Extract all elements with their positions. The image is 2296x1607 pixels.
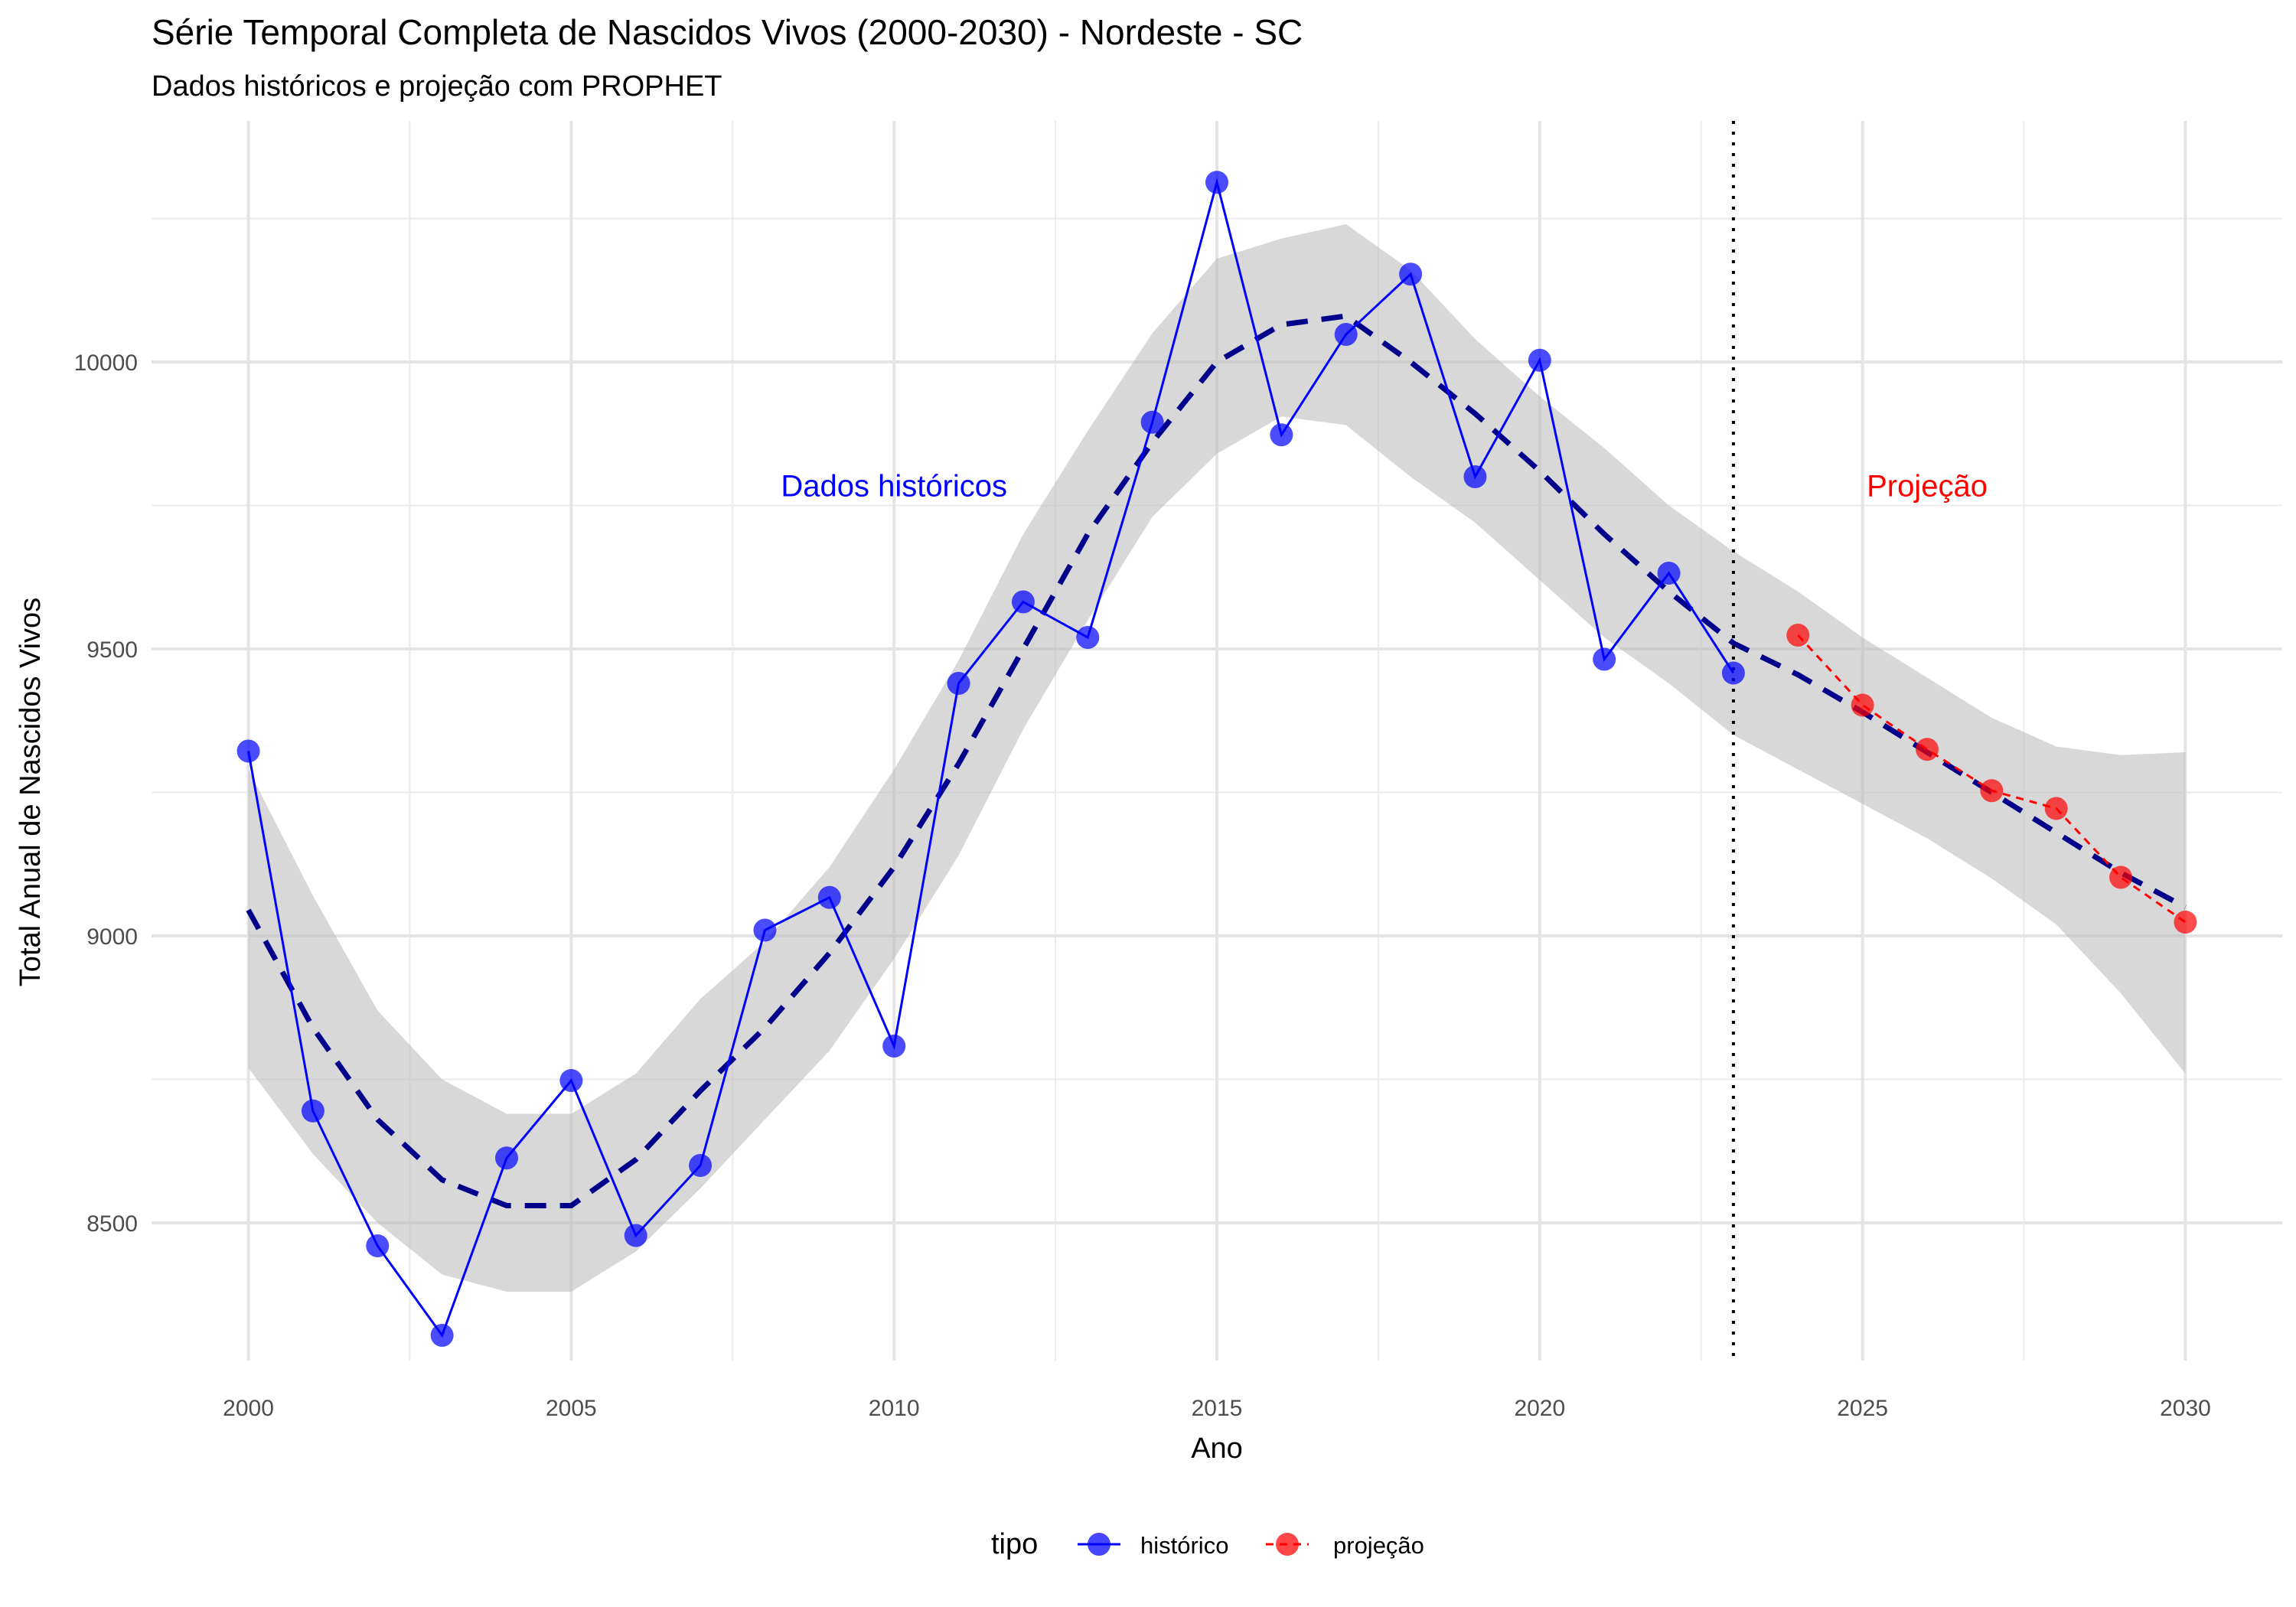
data-point-historico [366, 1234, 390, 1257]
data-point-historico [1334, 323, 1358, 346]
legend-key-point-historico [1088, 1533, 1110, 1556]
data-point-historico [1593, 647, 1616, 671]
data-point-historico [1528, 348, 1551, 372]
data-point-historico [1076, 626, 1100, 649]
confidence-band [248, 224, 2186, 1292]
annotation-label: Projeção [1867, 469, 1988, 503]
data-point-historico [947, 672, 970, 695]
series-group [236, 171, 2197, 1347]
x-axis-label: Ano [1191, 1433, 1243, 1465]
x-tick-label: 2025 [1837, 1396, 1888, 1421]
annotation-label: Dados históricos [781, 469, 1007, 503]
x-tick-labels: 2000 2005 2010 2015 2020 2025 2030 [223, 1396, 2211, 1421]
legend-label-projecao: projeção [1333, 1532, 1424, 1559]
data-point-historico [1657, 562, 1681, 585]
x-tick-label: 2000 [223, 1396, 274, 1421]
data-point-historico [559, 1069, 583, 1092]
series-line-historico [247, 178, 1735, 1338]
legend-key-point-projecao [1276, 1533, 1299, 1556]
data-point-historico [1463, 465, 1487, 488]
y-tick-label: 9500 [86, 637, 138, 663]
data-point-historico [1399, 262, 1423, 286]
data-point-historico [301, 1099, 325, 1123]
data-point-historico [1205, 171, 1228, 194]
data-point-historico [1270, 423, 1293, 447]
data-point-projecao [2174, 911, 2197, 934]
data-point-historico [1721, 661, 1745, 685]
annotations: Dados históricos Projeção [781, 469, 1988, 503]
grid [152, 121, 2282, 1361]
legend: tipo histórico projeção [991, 1528, 1424, 1560]
data-point-historico [495, 1146, 518, 1170]
legend-item-historico: histórico [1078, 1532, 1228, 1559]
data-point-historico [1011, 590, 1035, 614]
x-tick-label: 2020 [1514, 1396, 1565, 1421]
confidence-band-area [248, 224, 2186, 1292]
data-point-projecao [1786, 624, 1810, 647]
data-point-historico [624, 1224, 647, 1247]
legend-title: tipo [991, 1528, 1038, 1560]
data-point-historico [430, 1324, 454, 1347]
legend-label-historico: histórico [1140, 1532, 1228, 1559]
y-tick-label: 8500 [86, 1211, 138, 1237]
legend-item-projecao: projeção [1266, 1532, 1424, 1559]
x-tick-label: 2005 [546, 1396, 597, 1421]
data-point-historico [689, 1154, 713, 1177]
data-point-projecao [1916, 738, 1939, 761]
y-tick-label: 10000 [74, 350, 138, 376]
data-point-historico [236, 739, 260, 763]
y-tick-labels: 8500 9000 9500 10000 [74, 350, 138, 1237]
data-point-historico [1140, 410, 1164, 434]
data-point-projecao [1851, 693, 1874, 717]
y-tick-label: 9000 [86, 924, 138, 950]
data-point-historico [882, 1035, 906, 1058]
x-tick-label: 2015 [1192, 1396, 1243, 1421]
y-axis-label: Total Anual de Nascidos Vivos [15, 598, 47, 986]
x-tick-label: 2030 [2160, 1396, 2211, 1421]
data-point-projecao [2044, 797, 2068, 820]
data-point-historico [753, 918, 777, 942]
data-point-projecao [2109, 865, 2133, 889]
chart-title: Série Temporal Completa de Nascidos Vivo… [152, 12, 1303, 52]
x-tick-label: 2010 [869, 1396, 920, 1421]
data-point-projecao [1980, 779, 2004, 803]
data-point-historico [817, 885, 841, 909]
chart-subtitle: Dados históricos e projeção com PROPHET [152, 70, 722, 103]
